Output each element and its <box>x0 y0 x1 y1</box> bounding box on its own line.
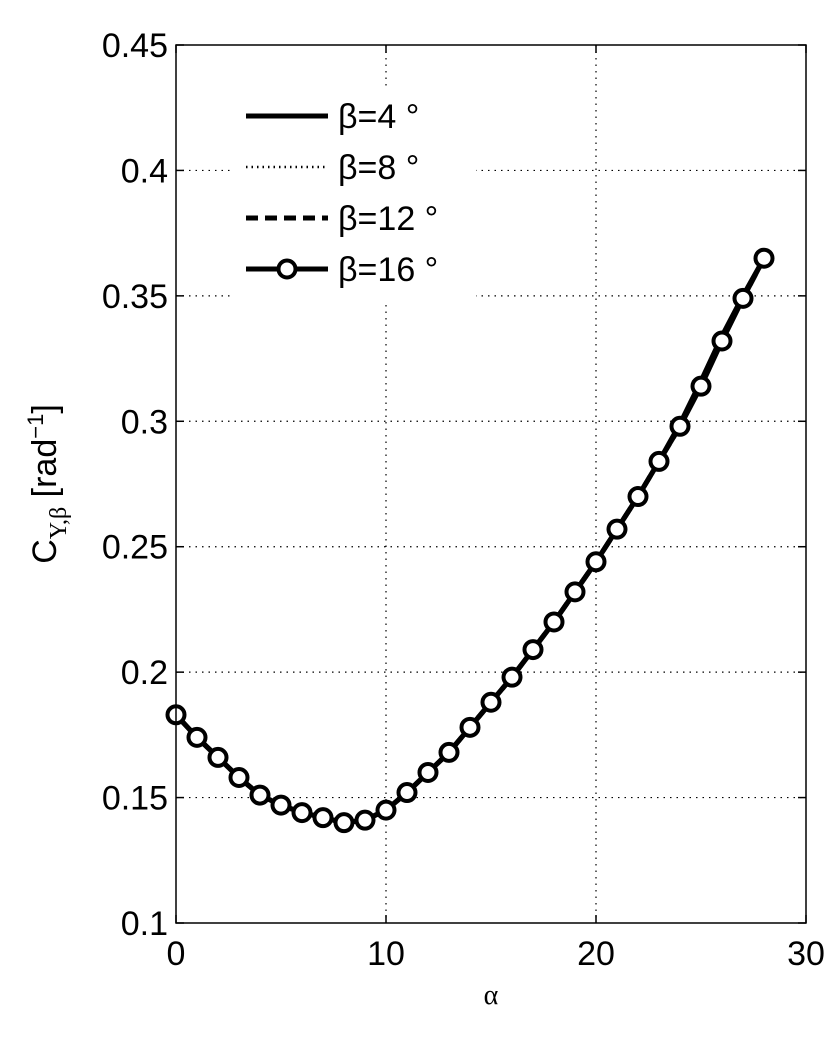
y-tick-label: 0.15 <box>102 780 168 818</box>
tick-labels: 0 10 20 30 0.1 0.15 0.2 0.25 0.3 0.35 0.4 0.45 <box>102 27 825 973</box>
data-point <box>564 581 586 603</box>
data-point <box>522 639 544 661</box>
legend-item: β=12 ° <box>246 200 438 238</box>
data-point <box>249 784 271 806</box>
legend-label: β=8 ° <box>338 149 419 187</box>
data-point <box>669 415 691 437</box>
data-point <box>438 741 460 763</box>
data-point <box>291 802 313 824</box>
data-point <box>627 486 649 508</box>
legend-background <box>230 90 476 300</box>
plot-frame <box>175 44 807 924</box>
data-point <box>459 716 481 738</box>
y-tick-label: 0.1 <box>121 905 168 943</box>
legend-label: β=12 ° <box>338 200 438 238</box>
data-point <box>480 691 502 713</box>
y-axis-label-unit-close: ] <box>26 404 64 413</box>
y-tick-label: 0.25 <box>102 529 168 567</box>
y-axis-label-unit-open: [rad <box>26 439 64 507</box>
x-tick-label: 20 <box>577 935 615 973</box>
data-point <box>711 330 733 352</box>
legend-label: β=16 ° <box>338 251 438 289</box>
data-point <box>207 746 229 768</box>
data-point <box>543 611 565 633</box>
y-tick-label: 0.2 <box>121 654 168 692</box>
y-tick-label: 0.3 <box>121 403 168 441</box>
ticks <box>175 44 807 924</box>
legend-marker <box>276 258 298 280</box>
legend-label: β=4 ° <box>338 98 419 136</box>
y-tick-label: 0.45 <box>102 27 168 65</box>
data-point <box>396 782 418 804</box>
data-point <box>354 809 376 831</box>
data-point <box>270 794 292 816</box>
y-axis-label: CY,β [rad−1] <box>23 404 72 564</box>
series-4 <box>165 247 775 834</box>
data-point <box>312 807 334 829</box>
y-tick-label: 0.4 <box>121 152 168 190</box>
x-axis-label: α <box>484 980 499 1011</box>
x-tick-label: 30 <box>787 935 825 973</box>
data-point <box>333 812 355 834</box>
data-point <box>228 767 250 789</box>
data-point <box>501 666 523 688</box>
x-tick-label: 0 <box>167 935 186 973</box>
data-point <box>690 375 712 397</box>
data-point <box>606 518 628 540</box>
y-axis-label-unit-exp: −1 <box>23 414 48 439</box>
y-tick-label: 0.35 <box>102 278 168 316</box>
legend-item: β=8 ° <box>246 149 419 187</box>
legend-item: β=16 ° <box>246 251 438 289</box>
data-point <box>648 450 670 472</box>
y-axis-label-subscript: Y,β <box>46 507 72 539</box>
legend: β=4 ° β=8 ° β=12 ° β=16 ° <box>230 90 476 300</box>
data-point <box>375 799 397 821</box>
data-point <box>732 287 754 309</box>
legend-item: β=4 ° <box>246 98 419 136</box>
data-point <box>417 761 439 783</box>
data-point <box>585 551 607 573</box>
series-layer <box>165 247 775 834</box>
data-point <box>186 726 208 748</box>
data-point <box>753 247 775 269</box>
y-axis-label-main: C <box>26 539 64 564</box>
x-tick-label: 10 <box>367 935 405 973</box>
